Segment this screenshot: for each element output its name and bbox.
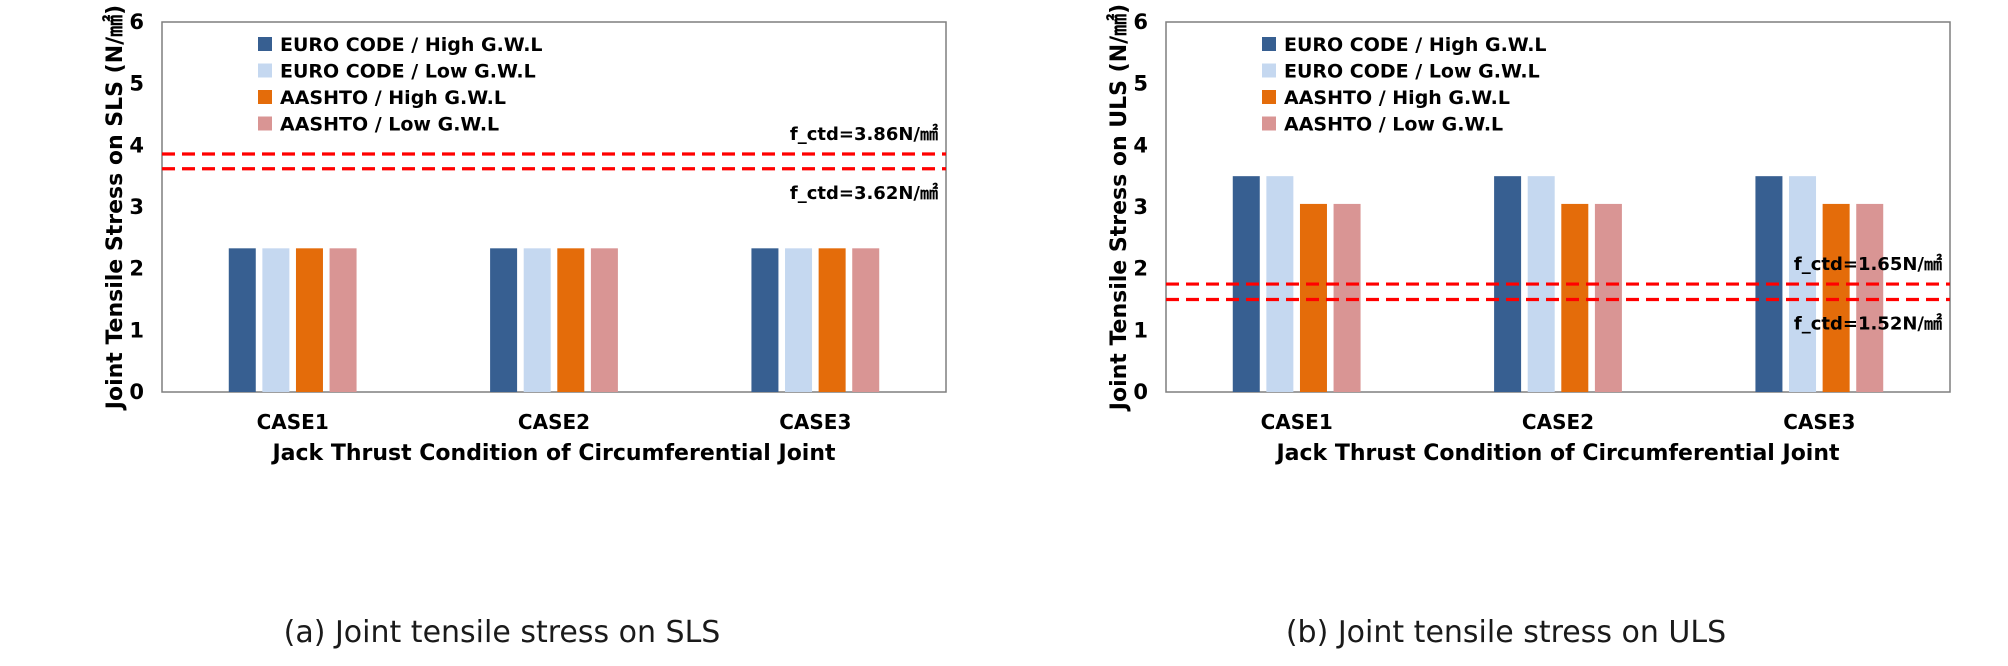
x-category-label: CASE3 [779,410,851,434]
legend-swatch [1262,90,1276,104]
bar-sls-case2-s2 [523,248,551,392]
bar-sls-case1-s2 [262,248,290,392]
plot-frame [1165,21,1951,393]
chart-panel-sls: 0 1 2 3 4 5 6 CASE1 CASE2 CASE3 f_ctd=3.86N/㎟ f_ctd… [102,5,947,650]
x-category-label: CASE3 [1783,410,1855,434]
bar-sls-case1-s4 [329,248,357,392]
legend-swatch [1262,116,1276,131]
y-tick-label: 4 [129,133,144,157]
y-tick-label: 6 [129,10,144,34]
chart-svg-uls: 0 1 2 3 4 5 6 CASE1 CASE2 CASE3 f_ctd=1.65N/㎟ f_ctd… [1106,4,1951,466]
chart-panel-uls: 0 1 2 3 4 5 6 CASE1 CASE2 CASE3 f_ctd=1.65N/㎟ f_ctd… [1004,0,2008,666]
legend-label: AASHTO / Low G.W.L [280,114,499,136]
bar-sls-case2-s1 [490,248,518,392]
y-tick-label: 0 [129,380,144,404]
legend-swatch [258,116,272,131]
legend-swatch [1262,63,1276,78]
y-tick-label: 0 [1133,380,1148,404]
bar-sls-case1-s3 [295,248,323,392]
legend-swatch [1262,37,1276,51]
x-axis-title: Jack Thrust Condition of Circumferential… [270,441,836,466]
x-category-label: CASE2 [1522,410,1594,434]
reference-line-label: f_ctd=3.62N/㎟ [790,182,938,204]
legend-label: EURO CODE / Low G.W.L [1284,61,1540,83]
legend-label: EURO CODE / High G.W.L [1284,34,1547,56]
chart-caption-uls: (b) Joint tensile stress on ULS [1285,615,1727,650]
y-tick-label: 3 [1133,195,1148,219]
y-tick-label: 1 [129,318,144,342]
bar-sls-case2-s4 [590,248,618,392]
y-tick-label: 1 [1133,318,1148,342]
legend-label: AASHTO / High G.W.L [280,87,506,109]
legend-label: AASHTO / High G.W.L [1284,87,1510,109]
legend-label: AASHTO / Low G.W.L [1284,114,1503,136]
reference-line-label: f_ctd=3.86N/㎟ [790,123,938,145]
y-tick-label: 5 [129,72,144,96]
y-tick-label: 4 [1133,133,1148,157]
x-axis-title: Jack Thrust Condition of Circumferential… [1274,441,1840,466]
reference-line-label: f_ctd=1.65N/㎟ [1794,253,1942,275]
bar-sls-case3-s4 [852,248,880,392]
x-category-label: CASE1 [1261,410,1333,434]
legend-label: EURO CODE / High G.W.L [280,34,543,56]
chart-caption-sls: (a) Joint tensile stress on SLS [283,615,721,650]
bar-sls-case3-s1 [751,248,779,392]
plot-frame [161,21,947,393]
y-tick-label: 2 [1133,257,1148,281]
reference-line-label: f_ctd=1.52N/㎟ [1794,313,1942,335]
legend-swatch [258,63,272,78]
x-category-label: CASE2 [518,410,590,434]
y-tick-label: 3 [129,195,144,219]
y-tick-label: 6 [1133,10,1148,34]
bar-sls-case1-s1 [228,248,256,392]
y-axis-title: Joint Tensile Stress on ULS (N/㎟) [1106,4,1132,412]
legend-label: EURO CODE / Low G.W.L [280,61,536,83]
bar-sls-case2-s3 [557,248,585,392]
y-axis-title: Joint Tensile Stress on SLS (N/㎟) [102,5,128,411]
legend-swatch [258,37,272,51]
y-tick-label: 5 [1133,72,1148,96]
bar-sls-case3-s2 [785,248,813,392]
legend-swatch [258,90,272,104]
chart-svg-sls: 0 1 2 3 4 5 6 CASE1 CASE2 CASE3 f_ctd=3.86N/㎟ f_ctd… [102,5,947,466]
bar-sls-case3-s3 [818,248,846,392]
x-category-label: CASE1 [257,410,329,434]
y-tick-label: 2 [129,257,144,281]
